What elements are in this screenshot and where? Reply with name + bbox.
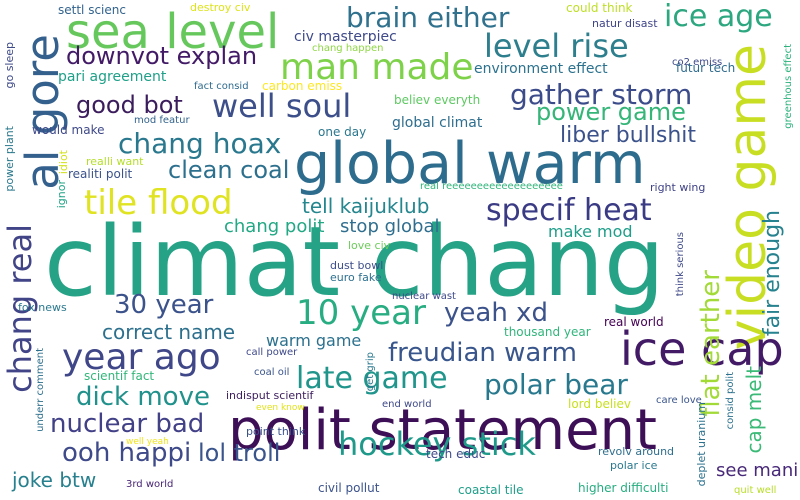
word-even-know: even know: [256, 403, 305, 413]
word-chang-hoax: chang hoax: [118, 127, 282, 160]
word-downvot-explan: downvot explan: [66, 42, 258, 70]
word-chang-polit: chang polit: [224, 216, 325, 237]
word-dust-bowl: dust bowl: [330, 259, 384, 272]
word-sea-level: sea level: [66, 4, 280, 60]
word-global-warm: global warm: [294, 131, 646, 197]
word-ooh-happi: ooh happi: [62, 438, 192, 468]
word-civil-pollut: civil pollut: [318, 481, 380, 495]
word-cap-melt: cap melt: [742, 366, 766, 454]
word-gather-storm: gather storm: [510, 78, 693, 111]
word-tile-flood: tile flood: [84, 183, 233, 223]
word-think-serious: think serious: [675, 232, 686, 297]
word-natur-disast: natur disast: [592, 17, 658, 30]
word-dick-move: dick move: [76, 382, 210, 412]
word-higher-difficulti: higher difficulti: [578, 481, 669, 495]
word-freudian-warm: freudian warm: [388, 338, 577, 368]
word-thousand-year: thousand year: [504, 325, 591, 339]
word-see-mani: see mani: [716, 460, 799, 481]
word-mod-featur: mod featur: [134, 115, 190, 126]
word-realli-want: realli want: [86, 155, 144, 168]
word-coal-oil: coal oil: [254, 367, 290, 378]
word-3rd-world: 3rd world: [126, 479, 174, 490]
word-polar-ice: polar ice: [610, 459, 658, 472]
word-revolv-around: revolv around: [598, 445, 675, 458]
word-go-sleep: go sleep: [3, 42, 16, 89]
word-chang-happen: chang happen: [312, 43, 384, 54]
word-late-game: late game: [296, 361, 448, 396]
word-fox-news: fox news: [18, 301, 67, 314]
word-environment-effect: environment effect: [474, 61, 608, 77]
word-realiti-polit: realiti polit: [68, 167, 133, 181]
word-consid-polit: consid polit: [725, 372, 736, 430]
word-care-love: care love: [656, 395, 702, 406]
word-believ-everyth: believ everyth: [394, 93, 481, 107]
word-could-think: could think: [566, 1, 633, 15]
word-stop-global: stop global: [340, 216, 440, 237]
word-ice-cap: ice cap: [620, 322, 784, 376]
word-nuclear-wast: nuclear wast: [392, 291, 456, 302]
word-deplet-uranium: deplet uranium: [695, 402, 708, 487]
word-right-wing: right wing: [650, 181, 706, 194]
word-good-bot: good bot: [76, 91, 183, 119]
word-lord-believ: lord believ: [568, 397, 631, 411]
word-make-mod: make mod: [548, 222, 633, 241]
word-10-year: 10 year: [296, 293, 426, 333]
word-power-game: power game: [536, 98, 686, 126]
word-liber-bullshit: liber bullshit: [560, 123, 697, 148]
word-lol-troll: lol troll: [198, 439, 281, 467]
word-underr-comment: underr comment: [35, 348, 46, 432]
word-correct-name: correct name: [102, 320, 236, 344]
word-ignor: ignor: [55, 180, 68, 209]
word-greenhous-effect: greenhous effect: [783, 44, 794, 129]
word-warm-game: warm game: [266, 331, 362, 350]
word-30-year: 30 year: [114, 290, 214, 320]
word-real-world: real world: [604, 315, 664, 329]
word-tell-kaijuklub: tell kaijuklub: [302, 194, 430, 218]
word-joke-btw: joke btw: [12, 468, 97, 492]
word-one-day: one day: [318, 125, 367, 139]
word-co2-emiss: co2 emiss: [672, 57, 723, 68]
word-well-soul: well soul: [212, 87, 352, 125]
word-civ-masterpiec: civ masterpiec: [294, 29, 397, 45]
word-real-reeeeeeeeeeeeeeeeeee: real reeeeeeeeeeeeeeeeeee: [420, 181, 563, 192]
word-point-think: point think: [246, 425, 306, 438]
word-love-civ: love civ: [348, 239, 391, 252]
word-quit-well: quit well: [734, 485, 777, 496]
word-tech-educ: tech educ: [426, 447, 486, 461]
word-flat-earther: flat earther: [696, 270, 726, 417]
word-well-yeah: well yeah: [126, 437, 169, 447]
word-brain-either: brain either: [346, 1, 510, 34]
word-yeah-xd: yeah xd: [444, 298, 548, 328]
word-pari-agreement: pari agreement: [58, 69, 167, 85]
word-fair-enough: fair enough: [760, 210, 785, 337]
word-settl-scienc: settl scienc: [58, 3, 126, 17]
word-global-climat: global climat: [392, 115, 483, 131]
word-polit-statement: polit statement: [228, 398, 657, 463]
word-specif-heat: specif heat: [486, 193, 652, 228]
word-carbon-emiss: carbon emiss: [262, 79, 343, 93]
word-would-make: would make: [32, 123, 105, 137]
word-futur-tech: futur tech: [676, 61, 736, 75]
word-hockey-stick: hockey stick: [338, 425, 536, 463]
word-end-world: end world: [382, 399, 432, 410]
word-call-power: call power: [246, 347, 298, 358]
word-fact-consid: fact consid: [194, 81, 249, 92]
word-polar-bear: polar bear: [484, 368, 628, 401]
word-ice-age: ice age: [664, 0, 773, 34]
word-power-plant: power plant: [3, 126, 16, 192]
word-climat-chang: climat chang: [44, 206, 665, 318]
word-level-rise: level rise: [484, 27, 629, 65]
word-destroy-civ: destroy civ: [190, 1, 251, 14]
word-euro-fake: euro fake: [330, 271, 382, 284]
word-clean-coal: clean coal: [168, 156, 290, 184]
word-coastal-tile: coastal tile: [458, 483, 524, 497]
word-scientif-fact: scientif fact: [84, 369, 155, 383]
word-year-ago: year ago: [62, 337, 221, 378]
word-man-made: man made: [280, 47, 474, 88]
word-get-grip: get grip: [365, 352, 376, 392]
word-nuclear-bad: nuclear bad: [50, 409, 205, 439]
word-indisput-scientif: indisput scientif: [226, 389, 314, 402]
